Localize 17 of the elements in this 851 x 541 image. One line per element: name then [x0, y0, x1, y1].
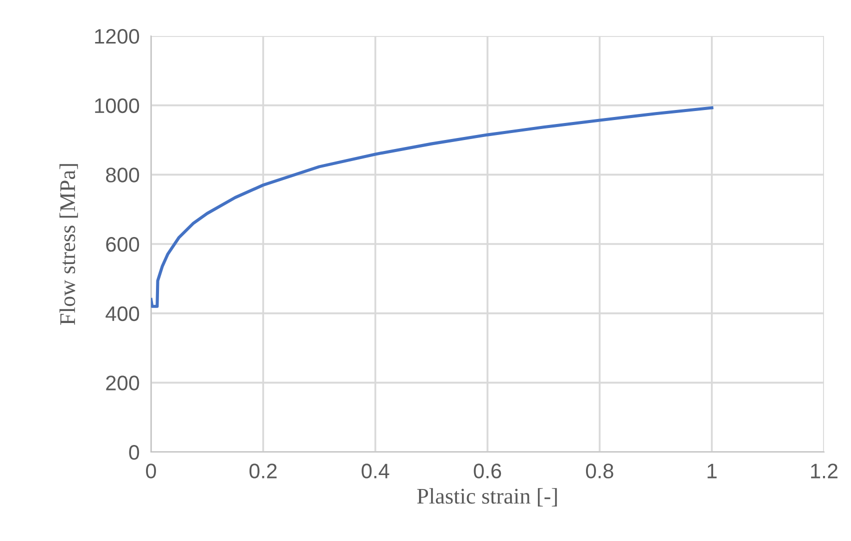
y-tick-label: 1000	[95, 98, 140, 114]
y-tick-label: 600	[106, 237, 140, 252]
y-tick-label: 1200	[95, 29, 140, 44]
y-tick-label: 0	[129, 445, 140, 460]
x-tick-label: 0.2	[250, 464, 277, 478]
y-axis-title: Flow stress [MPa]	[60, 164, 78, 325]
x-axis-title: Plastic strain [-]	[417, 488, 557, 506]
x-tick-label: 0.4	[362, 464, 390, 478]
x-tick-label: 1	[708, 464, 717, 478]
line-series	[151, 106, 714, 308]
x-tick-label: 1.2	[811, 464, 838, 478]
y-tick-label: 400	[106, 306, 140, 322]
y-tick-label: 200	[106, 376, 140, 390]
y-tick-label: 800	[106, 168, 140, 182]
x-tick-label: 0.8	[586, 464, 614, 478]
x-tick-label: 0.6	[474, 464, 502, 478]
x-tick-label: 0	[146, 464, 156, 478]
